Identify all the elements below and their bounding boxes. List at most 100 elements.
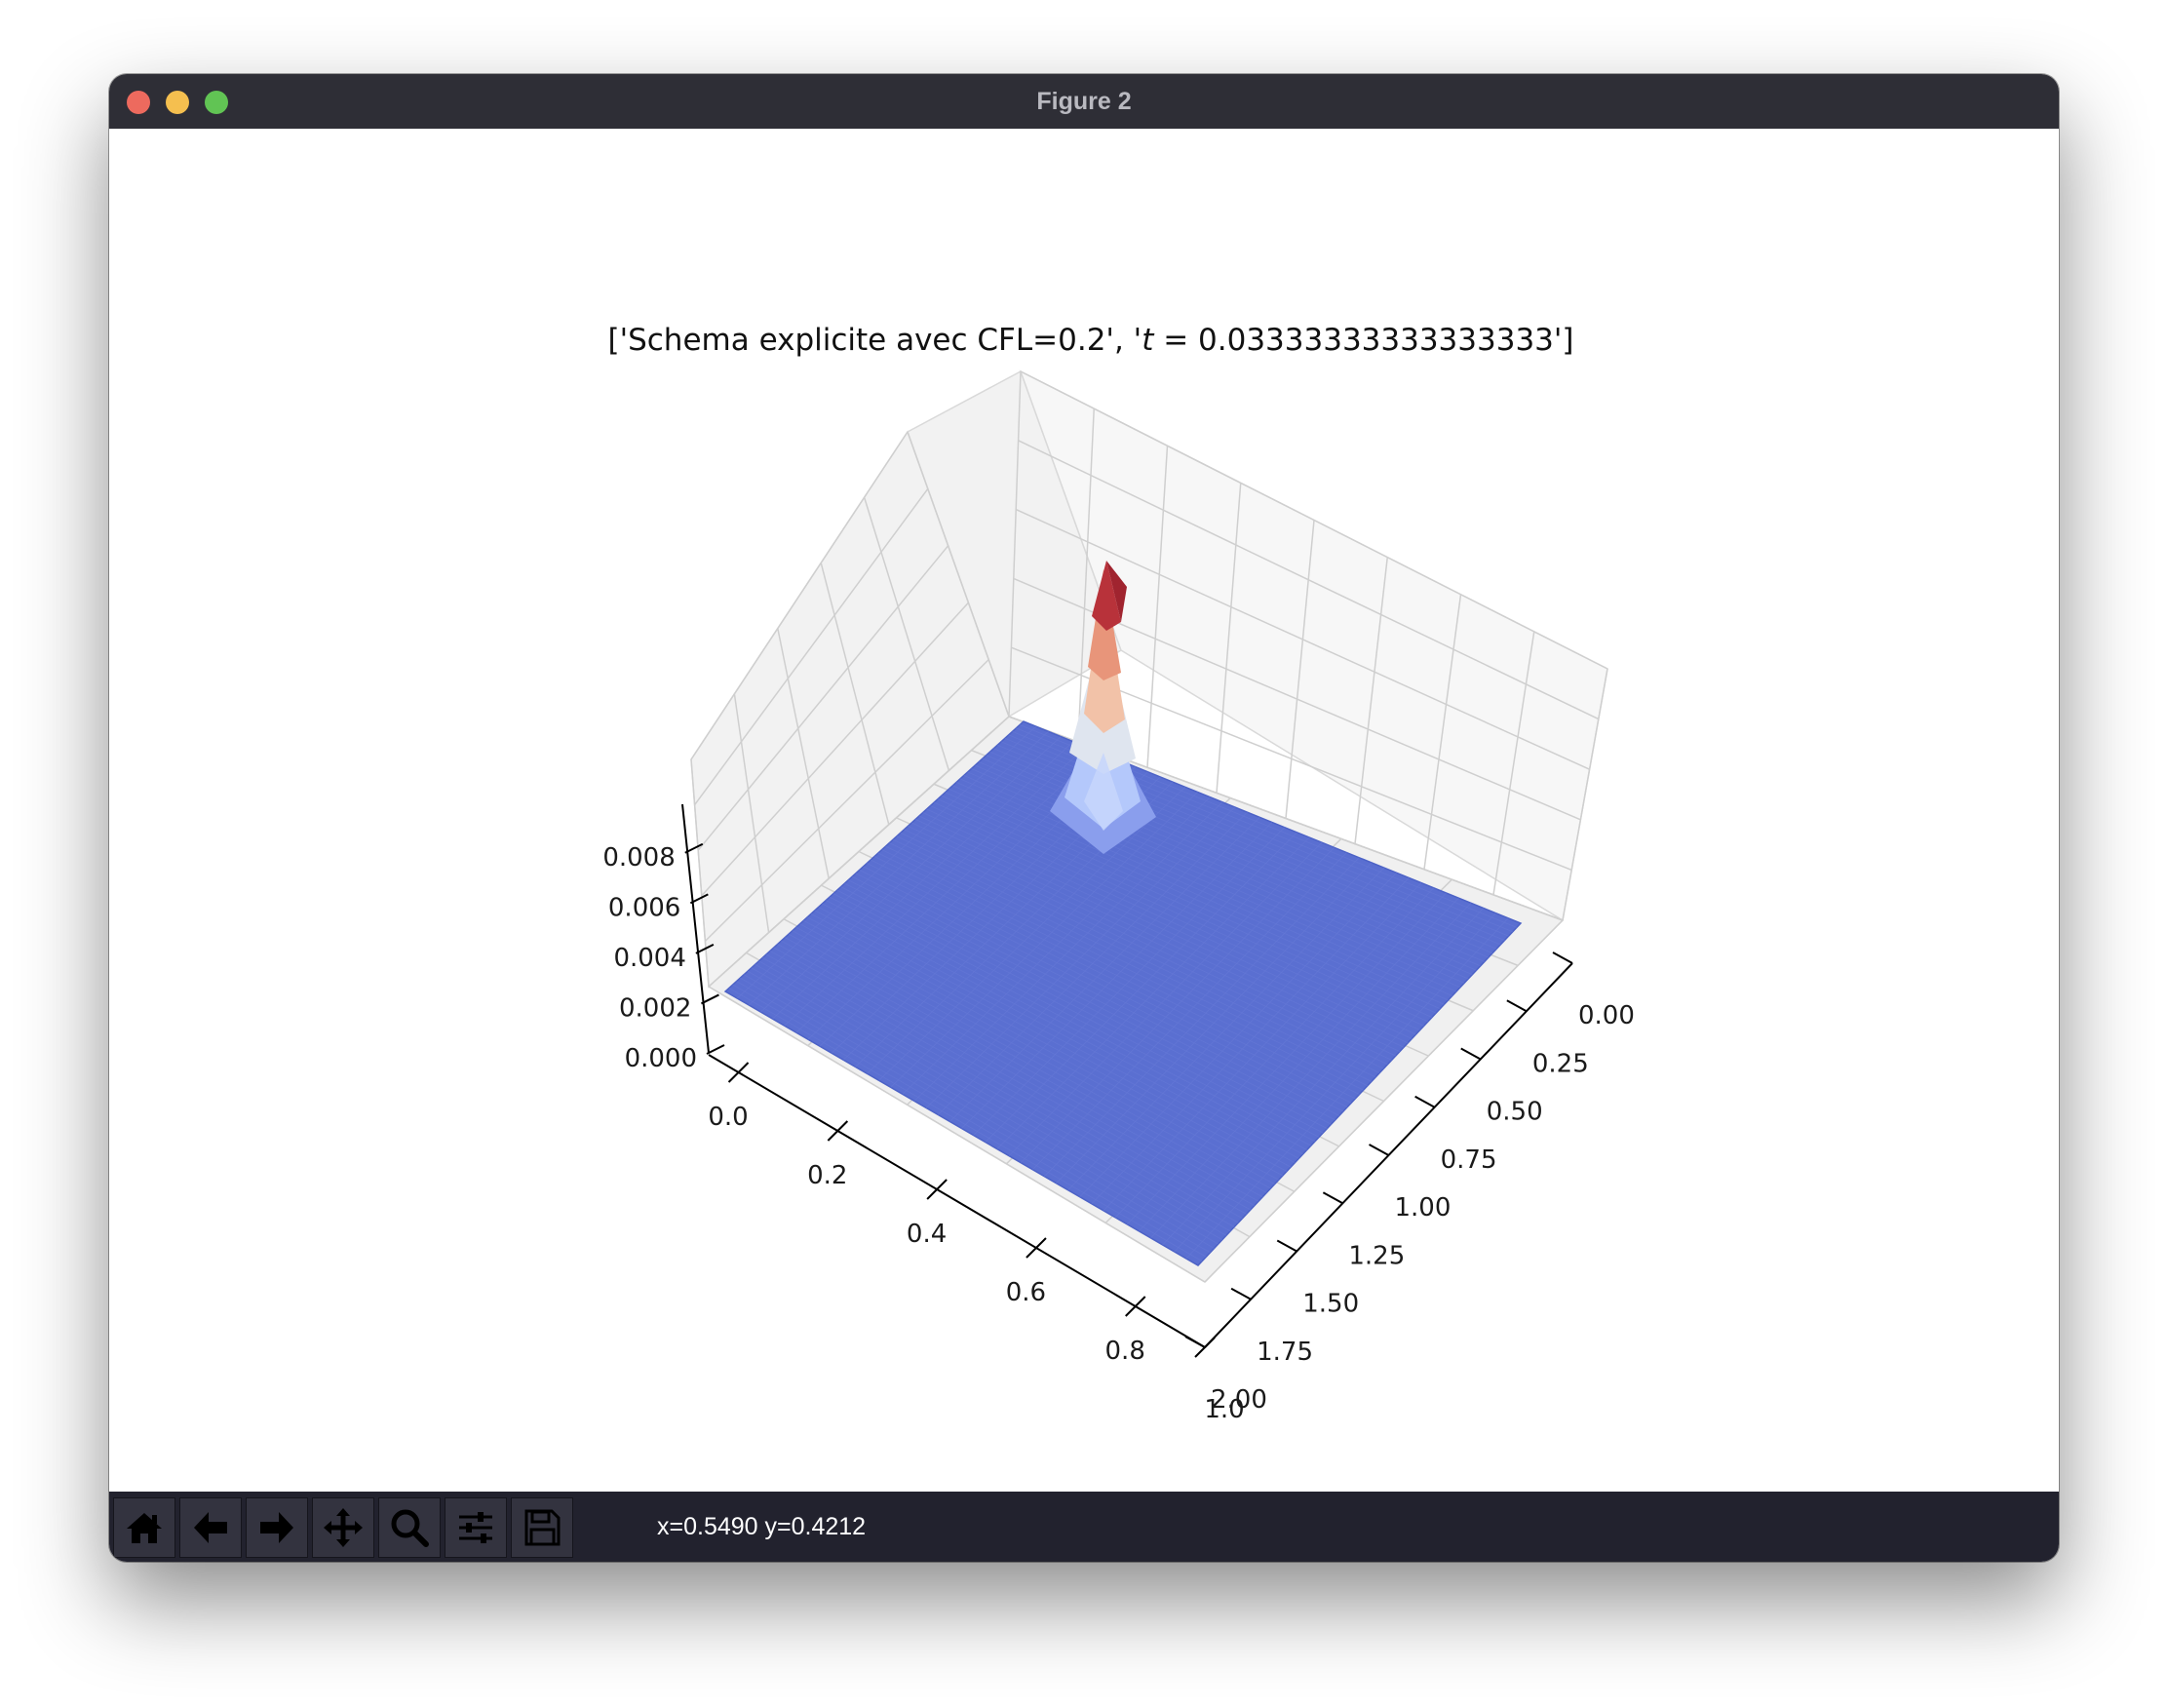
y-tick-label: 0.00 (1578, 1001, 1635, 1030)
mesh-line (851, 875, 1336, 1121)
mesh-line (922, 812, 1413, 1039)
mesh-line (952, 785, 1445, 1005)
side-grid-line (701, 602, 969, 897)
mesh-line (844, 882, 1328, 1129)
side-grid-line (708, 716, 1010, 988)
back-grid-line (1492, 631, 1535, 895)
surface-plot[interactable]: ['Schema explicite avec CFL=0.2', 't = 0… (109, 129, 2059, 1492)
pan-button[interactable] (312, 1497, 374, 1558)
mesh-line (795, 926, 1275, 1184)
mesh-line (877, 852, 1364, 1091)
mesh-line (777, 944, 1256, 1206)
sliders-icon (459, 1512, 492, 1543)
plot-canvas[interactable]: ['Schema explicite avec CFL=0.2', 't = 0… (109, 129, 2059, 1492)
y-tick-label: 1.00 (1395, 1193, 1452, 1223)
mesh-line (826, 900, 1307, 1150)
maximize-window-button[interactable] (205, 91, 228, 114)
forward-button[interactable] (246, 1497, 308, 1558)
y-tick-label: 2.00 (1211, 1385, 1267, 1415)
mesh-line (728, 988, 1203, 1262)
back-grid-line (1423, 594, 1462, 870)
side-grid-line (777, 628, 830, 879)
z-tick (689, 893, 709, 905)
home-icon (127, 1513, 162, 1543)
mesh-line (818, 907, 1299, 1159)
mesh-line (934, 801, 1424, 1027)
x-tick (926, 1179, 948, 1200)
y-tick-label: 1.25 (1348, 1241, 1405, 1270)
side-grid-line (697, 545, 949, 851)
x-tick-label: 0.2 (807, 1161, 847, 1190)
home-button[interactable] (113, 1497, 175, 1558)
mesh-line (758, 960, 1235, 1227)
mesh-line (881, 849, 1368, 1087)
mesh-line (941, 795, 1433, 1018)
arrow-right-icon (260, 1512, 293, 1543)
z-tick-label: 0.008 (602, 843, 675, 873)
mesh-line (863, 866, 1348, 1108)
surface-peak (1050, 561, 1156, 854)
mesh-line (732, 984, 1207, 1258)
x-tick (727, 1062, 750, 1083)
z-tick (684, 842, 704, 854)
x-tick-label: 0.6 (1006, 1278, 1046, 1307)
y-tick-label: 0.50 (1487, 1098, 1543, 1127)
move-icon (324, 1508, 363, 1547)
side-grid-line (693, 487, 929, 806)
mesh-line (736, 981, 1211, 1254)
back-grid-line (1008, 370, 1022, 718)
mesh-line (870, 859, 1356, 1100)
y-tick-label: 0.25 (1532, 1049, 1589, 1078)
minimize-window-button[interactable] (166, 91, 189, 114)
side-grid-line (907, 431, 1010, 718)
z-tick-label: 0.004 (613, 944, 685, 973)
y-tick-label: 0.75 (1441, 1145, 1497, 1175)
mesh-line (792, 930, 1271, 1189)
z-axis-ticks: 0.000 0.002 0.004 0.006 0.008 (602, 842, 725, 1073)
close-window-button[interactable] (127, 91, 150, 114)
window-title: Figure 2 (1036, 88, 1132, 115)
y-tick (1184, 1336, 1206, 1348)
x-tick-label: 0.4 (907, 1220, 947, 1249)
mesh-line (840, 886, 1324, 1134)
back-grid-line (1020, 370, 1608, 670)
back-button[interactable] (179, 1497, 242, 1558)
x-tick (827, 1120, 849, 1142)
x-tick-label: 1.0 (1204, 1395, 1244, 1424)
x-tick (1026, 1237, 1047, 1259)
back-grid-line (1562, 668, 1608, 921)
mesh-line (873, 856, 1360, 1095)
mesh-line (930, 805, 1420, 1031)
plot-title-part-3: = 0.03333333333333333'] (1153, 323, 1573, 358)
mesh-line (769, 951, 1247, 1215)
mesh-line (885, 845, 1373, 1082)
z-tick-label: 0.000 (625, 1044, 697, 1073)
mesh-line (948, 788, 1441, 1010)
configure-subplots-button[interactable] (445, 1497, 507, 1558)
save-button[interactable] (511, 1497, 573, 1558)
zoom-button[interactable] (378, 1497, 441, 1558)
back-grid-line (1015, 508, 1590, 770)
mesh-line (814, 910, 1296, 1164)
x-tick (1125, 1296, 1146, 1317)
mesh-line (908, 825, 1396, 1057)
mesh-line (755, 963, 1231, 1232)
x-axis-line (708, 1054, 1206, 1348)
mesh-line (785, 937, 1263, 1198)
side-grid-line (820, 563, 890, 825)
mesh-line (781, 940, 1259, 1202)
mesh-line (788, 933, 1267, 1193)
figure-window: Figure 2 ['Schema explicite avec CFL=0.2… (109, 74, 2059, 1562)
mesh-line (918, 815, 1409, 1044)
z-tick (706, 1044, 725, 1055)
mesh-line (740, 977, 1215, 1249)
mesh-line (889, 842, 1376, 1078)
y-tick (1460, 1047, 1482, 1061)
floor-grid-line (708, 986, 1206, 1283)
mesh-line (743, 974, 1219, 1245)
mesh-line (914, 819, 1405, 1048)
x-tick-label: 0.8 (1105, 1337, 1145, 1366)
mesh-line (896, 835, 1384, 1069)
surface-plane (723, 720, 1523, 1266)
mesh-line (867, 863, 1352, 1104)
